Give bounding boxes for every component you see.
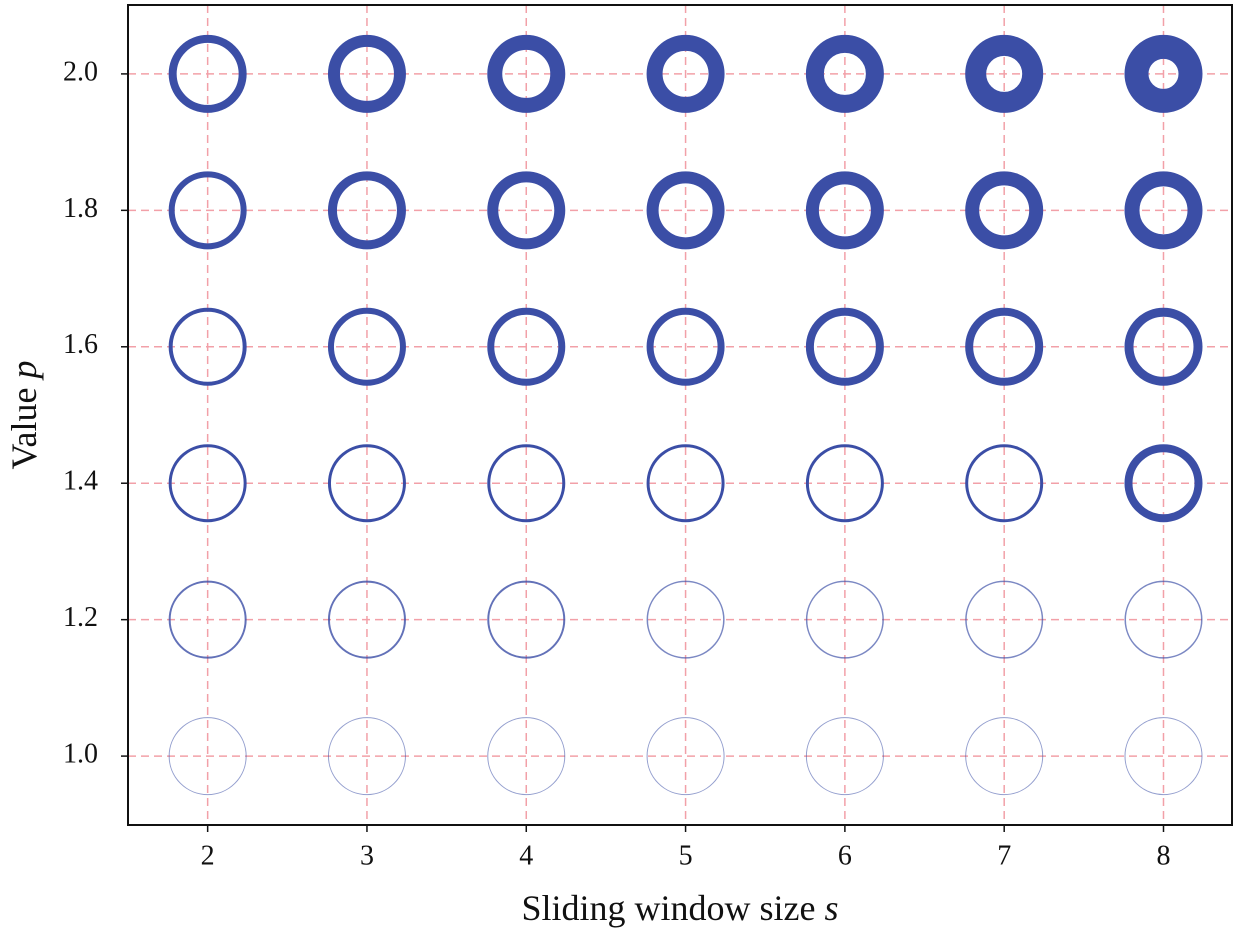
ring-marker — [327, 580, 406, 659]
ring-marker — [487, 171, 566, 250]
y-tick-label: 1.6 — [63, 329, 98, 360]
ring-marker — [487, 717, 566, 796]
x-tick-label: 2 — [201, 840, 215, 871]
x-label-symbol: s — [824, 888, 838, 928]
ring-marker — [168, 34, 247, 113]
ring-marker — [965, 171, 1044, 250]
x-label-text: Sliding window size — [521, 888, 815, 928]
x-tick-label: 4 — [519, 840, 533, 871]
ring-marker — [487, 34, 566, 113]
y-label-text: Value — [4, 388, 44, 470]
ring-marker — [1124, 444, 1203, 523]
ring-marker — [168, 717, 247, 796]
ring-marker — [965, 34, 1044, 113]
ring-marker — [646, 580, 725, 659]
ring-marker — [487, 307, 566, 386]
ring-marker — [646, 34, 725, 113]
y-tick-label: 1.8 — [63, 193, 98, 224]
ring-marker — [168, 580, 247, 659]
ring-marker — [168, 444, 247, 523]
ring-marker — [805, 34, 884, 113]
plot-frame — [127, 4, 1233, 826]
ring-marker — [487, 580, 566, 659]
ring-marker — [646, 444, 725, 523]
x-tick-label: 5 — [679, 840, 693, 871]
ring-marker — [168, 307, 247, 386]
ring-marker — [1124, 171, 1203, 250]
y-axis-label: Value p — [4, 361, 44, 470]
ring-marker — [1124, 580, 1203, 659]
y-tick-label: 2.0 — [63, 56, 98, 87]
ring-marker — [805, 717, 884, 796]
x-tick-label: 6 — [838, 840, 852, 871]
x-tick-label: 8 — [1156, 840, 1170, 871]
y-tick-label: 1.2 — [63, 602, 98, 633]
ring-marker — [487, 444, 566, 523]
ring-marker — [965, 444, 1044, 523]
y-tick-label: 1.0 — [63, 739, 98, 770]
ring-marker — [805, 171, 884, 250]
ring-marker — [965, 717, 1044, 796]
ring-marker — [646, 171, 725, 250]
ring-marker — [327, 717, 406, 796]
ring-marker — [168, 171, 247, 250]
ring-marker — [327, 444, 406, 523]
ring-marker — [646, 307, 725, 386]
ring-marker — [646, 717, 725, 796]
x-axis-label: Sliding window size s — [521, 888, 838, 928]
ring-marker — [327, 307, 406, 386]
ring-marker — [1124, 34, 1203, 113]
ring-marker — [327, 171, 406, 250]
ring-marker — [805, 307, 884, 386]
ring-marker — [1124, 307, 1203, 386]
ring-marker — [805, 444, 884, 523]
x-tick-label: 3 — [360, 840, 374, 871]
ring-marker — [965, 580, 1044, 659]
y-tick-label: 1.4 — [63, 466, 98, 497]
y-label-symbol: p — [4, 361, 44, 382]
ring-marker — [327, 34, 406, 113]
ring-marker — [805, 580, 884, 659]
ring-marker — [1124, 717, 1203, 796]
ring-marker — [965, 307, 1044, 386]
x-tick-label: 7 — [997, 840, 1011, 871]
